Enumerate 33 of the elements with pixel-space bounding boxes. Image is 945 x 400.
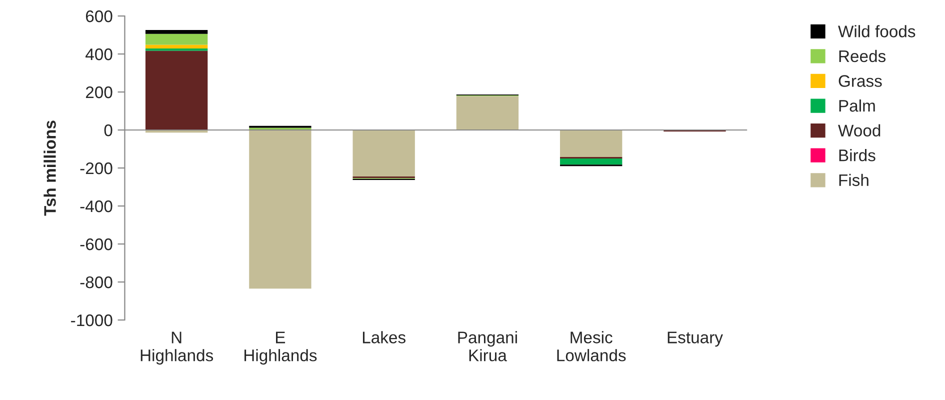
legend-label: Birds: [839, 149, 876, 162]
legend-label: Fish: [839, 174, 868, 186]
bar: [560, 130, 622, 157]
bar: [249, 130, 312, 289]
y-tick-label: 0: [104, 124, 112, 136]
x-tick-label: Pangani Kirua: [458, 331, 517, 362]
y-tick-label: -600: [80, 238, 112, 250]
x-tick-label: E Highlands: [244, 332, 317, 365]
bar: [145, 30, 208, 34]
x-tick-label: Mesic Lowlands: [557, 331, 626, 362]
y-axis-title: Tsh millions: [44, 120, 56, 216]
y-tick-label: 600: [86, 10, 112, 22]
y-tick-label: -400: [80, 200, 112, 212]
legend-label: Grass: [838, 75, 882, 87]
bar: [145, 34, 208, 45]
legend-label: Wild foods: [838, 25, 916, 38]
legend-label: Reeds: [839, 50, 886, 62]
bar: [145, 50, 208, 130]
bar: [145, 44, 208, 48]
bar: [352, 130, 415, 177]
legend-label: Palm: [839, 99, 875, 112]
y-tick-label: -1000: [71, 314, 112, 326]
y-tick-label: -800: [80, 276, 112, 288]
x-tick-label: Estuary: [668, 332, 723, 347]
legend-label: Wood: [838, 124, 880, 137]
x-tick-label: N Highlands: [140, 332, 214, 365]
bar: [456, 96, 519, 130]
bar: [145, 48, 208, 51]
y-tick-label: -200: [80, 162, 112, 174]
bar: [560, 158, 622, 165]
y-tick-label: 400: [86, 48, 112, 60]
x-tick-label: Lakes: [362, 331, 406, 344]
y-tick-label: 200: [86, 86, 112, 98]
